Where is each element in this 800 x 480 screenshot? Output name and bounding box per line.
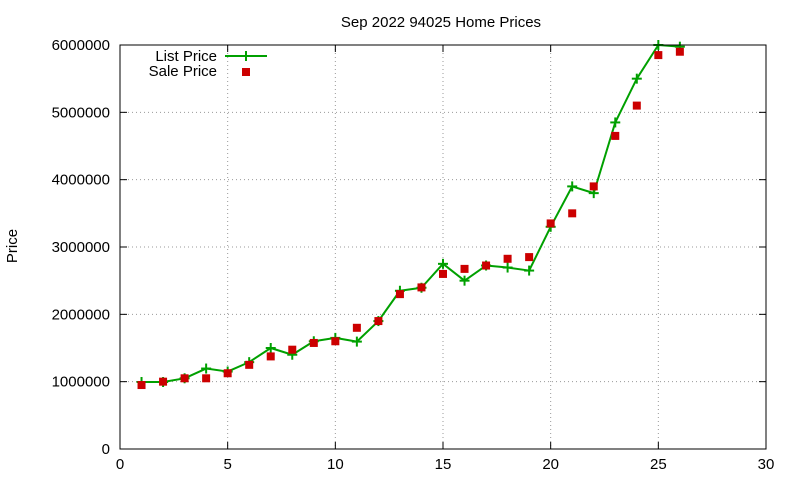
plot-frame — [119, 44, 767, 450]
list-price-point — [201, 363, 212, 374]
y-tick-label: 5000000 — [52, 104, 110, 121]
sale-price-point — [417, 283, 426, 292]
sale-price-point — [395, 290, 404, 299]
sale-price-point — [223, 369, 232, 378]
sale-price-point — [675, 47, 684, 56]
y-axis-label: Price — [4, 229, 21, 263]
y-tick-label: 6000000 — [52, 37, 110, 54]
x-tick-label: 20 — [542, 456, 559, 473]
sale-price-point — [568, 209, 577, 218]
sale-price-point — [525, 253, 534, 262]
sale-price-point — [589, 182, 598, 191]
list-price-point — [502, 262, 513, 273]
series-line-list-price — [141, 44, 680, 384]
y-tick-label: 2000000 — [52, 306, 110, 323]
y-tick-label: 4000000 — [52, 172, 110, 189]
sale-price-point — [482, 261, 491, 270]
sale-price-point — [352, 323, 361, 332]
x-tick-label: 25 — [650, 456, 667, 473]
sale-price-point — [180, 374, 189, 383]
list-price-point — [567, 181, 578, 192]
sale-price-point — [503, 254, 512, 263]
sale-price-point — [266, 352, 275, 361]
legend-label-list-price: List Price — [155, 48, 217, 65]
sale-price-point — [632, 101, 641, 110]
series-layer — [136, 40, 685, 390]
list-price-point — [438, 258, 448, 269]
y-tick-label: 3000000 — [52, 239, 110, 256]
y-tick-label: 1000000 — [52, 374, 110, 391]
sale-price-point — [309, 338, 318, 347]
grid-lines — [120, 45, 766, 449]
list-price-point — [631, 73, 642, 84]
sale-price-point — [245, 360, 254, 369]
x-tick-label: 30 — [758, 456, 775, 473]
sale-price-point — [654, 51, 663, 60]
x-tick-label: 15 — [435, 456, 452, 473]
list-price-point — [351, 336, 362, 347]
y-tick-label: 0 — [102, 441, 110, 458]
x-tick-label: 0 — [116, 456, 124, 473]
list-price-point — [459, 275, 470, 286]
list-price-point — [610, 117, 621, 128]
sale-price-point — [288, 345, 297, 354]
chart-title: Sep 2022 94025 Home Prices — [341, 14, 541, 31]
legend: List Price Sale Price — [149, 48, 267, 80]
x-tick-label: 10 — [327, 456, 344, 473]
sale-price-point — [460, 264, 469, 273]
sale-price-point — [546, 219, 555, 228]
sale-price-point — [159, 377, 168, 386]
sale-price-point — [202, 374, 211, 383]
list-price-point — [265, 343, 276, 353]
sale-price-point — [611, 131, 620, 140]
x-tick-label: 5 — [223, 456, 231, 473]
legend-swatch-list-price — [225, 51, 267, 61]
sale-price-point — [331, 337, 340, 346]
legend-label-sale-price: Sale Price — [149, 63, 217, 80]
axis-ticks: 0 5 10 15 20 25 30 0 1000000 2000000 3000000 400000… — [52, 37, 775, 473]
list-price-point — [524, 265, 535, 276]
legend-swatch-sale-price — [242, 68, 250, 76]
sale-price-point — [439, 269, 447, 278]
sale-price-point — [137, 381, 146, 390]
sale-price-point — [374, 317, 383, 326]
